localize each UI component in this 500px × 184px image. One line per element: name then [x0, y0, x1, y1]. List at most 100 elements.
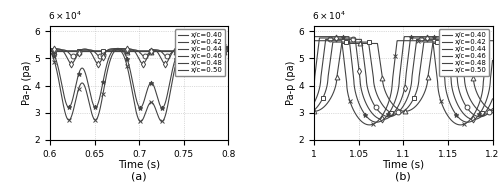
x/c=0.50 [366, 124, 372, 126]
x/c=0.42 [123, 50, 129, 52]
x/c=0.42 [342, 41, 348, 43]
x/c=0.50 [342, 67, 348, 70]
x/c=0.48 [222, 46, 228, 49]
x/c=0.42 [202, 50, 208, 52]
x/c=0.44 [222, 49, 228, 51]
Legend: x/c=0.40, x/c=0.42, x/c=0.44, x/c=0.46, x/c=0.48, x/c=0.50: x/c=0.40, x/c=0.42, x/c=0.44, x/c=0.46, … [439, 29, 489, 76]
x/c=0.40 [311, 110, 317, 112]
Line: x/c=0.50: x/c=0.50 [50, 46, 228, 121]
x/c=0.46 [78, 49, 84, 51]
x/c=0.44 [490, 108, 496, 110]
Y-axis label: Pa-p (pa): Pa-p (pa) [22, 61, 32, 105]
Text: (b): (b) [396, 172, 411, 182]
x/c=0.50 [78, 83, 84, 85]
x/c=0.44 [322, 38, 328, 40]
x/c=0.44 [388, 116, 394, 118]
Line: x/c=0.40: x/c=0.40 [314, 43, 492, 111]
x/c=0.40 [123, 50, 129, 53]
x/c=0.42 [330, 41, 336, 43]
x/c=0.48 [116, 47, 121, 49]
x/c=0.40 [226, 50, 232, 53]
x/c=0.46 [388, 115, 394, 118]
x/c=0.48 [47, 48, 53, 50]
x/c=0.46 [332, 37, 338, 39]
x/c=0.40 [380, 79, 386, 82]
x/c=0.40 [486, 108, 492, 110]
x/c=0.40 [388, 100, 394, 102]
Line: x/c=0.46: x/c=0.46 [314, 38, 492, 119]
x/c=0.48 [78, 68, 84, 70]
x/c=0.46 [490, 98, 496, 100]
x/c=0.42 [222, 50, 228, 52]
x/c=0.42 [68, 50, 73, 52]
Text: $6\times10^{4}$: $6\times10^{4}$ [312, 10, 346, 22]
Line: x/c=0.48: x/c=0.48 [50, 47, 228, 108]
x/c=0.48 [388, 110, 394, 112]
x/c=0.40 [342, 42, 348, 45]
Legend: x/c=0.40, x/c=0.42, x/c=0.44, x/c=0.46, x/c=0.48, x/c=0.50: x/c=0.40, x/c=0.42, x/c=0.44, x/c=0.46, … [175, 29, 225, 76]
x/c=0.50 [116, 48, 121, 51]
x/c=0.46 [68, 62, 73, 64]
x/c=0.50 [332, 40, 338, 42]
x/c=0.44 [78, 49, 84, 51]
x/c=0.48 [374, 121, 380, 123]
x/c=0.46 [380, 118, 386, 121]
x/c=0.40 [332, 89, 338, 91]
x/c=0.50 [467, 119, 473, 121]
x/c=0.48 [226, 46, 232, 49]
x/c=0.46 [116, 47, 121, 50]
Line: x/c=0.48: x/c=0.48 [314, 37, 492, 122]
x/c=0.46 [123, 47, 129, 50]
x/c=0.50 [159, 120, 165, 123]
x/c=0.42 [393, 113, 399, 115]
x/c=0.44 [332, 38, 338, 40]
Line: x/c=0.44: x/c=0.44 [314, 39, 492, 117]
x/c=0.50 [226, 45, 232, 47]
x/c=0.46 [467, 118, 473, 120]
x/c=0.42 [380, 104, 386, 106]
x/c=0.44 [123, 49, 129, 51]
X-axis label: Time (s): Time (s) [382, 160, 424, 170]
x/c=0.46 [316, 37, 322, 39]
x/c=0.46 [486, 105, 492, 107]
x/c=0.50 [47, 50, 53, 52]
Line: x/c=0.44: x/c=0.44 [50, 50, 228, 56]
x/c=0.42 [116, 50, 121, 52]
x/c=0.48 [342, 36, 348, 38]
x/c=0.46 [380, 118, 386, 121]
x/c=0.42 [388, 111, 394, 114]
X-axis label: Time (s): Time (s) [118, 160, 160, 170]
x/c=0.40 [68, 50, 73, 53]
x/c=0.48 [486, 90, 492, 92]
Y-axis label: Pa-p (pa): Pa-p (pa) [286, 61, 296, 105]
x/c=0.44 [68, 54, 73, 56]
x/c=0.40 [339, 42, 345, 45]
x/c=0.50 [388, 95, 394, 98]
x/c=0.44 [342, 38, 348, 40]
x/c=0.48 [490, 59, 496, 61]
x/c=0.46 [68, 62, 74, 65]
x/c=0.42 [467, 98, 473, 100]
x/c=0.50 [123, 62, 129, 64]
Line: x/c=0.42: x/c=0.42 [314, 42, 492, 114]
x/c=0.44 [226, 49, 232, 51]
x/c=0.42 [311, 109, 317, 111]
x/c=0.48 [380, 119, 386, 121]
x/c=0.40 [467, 52, 473, 54]
x/c=0.46 [47, 47, 53, 50]
x/c=0.42 [332, 41, 338, 43]
x/c=0.48 [159, 107, 165, 109]
x/c=0.44 [203, 49, 209, 51]
x/c=0.40 [116, 50, 121, 53]
x/c=0.50 [222, 45, 228, 47]
x/c=0.48 [332, 36, 338, 38]
x/c=0.46 [226, 47, 232, 50]
x/c=0.46 [342, 37, 348, 39]
x/c=0.46 [311, 84, 317, 86]
x/c=0.42 [47, 50, 53, 52]
x/c=0.50 [311, 40, 317, 42]
x/c=0.40 [490, 110, 496, 112]
x/c=0.50 [203, 45, 209, 47]
x/c=0.44 [194, 49, 200, 51]
x/c=0.48 [220, 46, 226, 49]
